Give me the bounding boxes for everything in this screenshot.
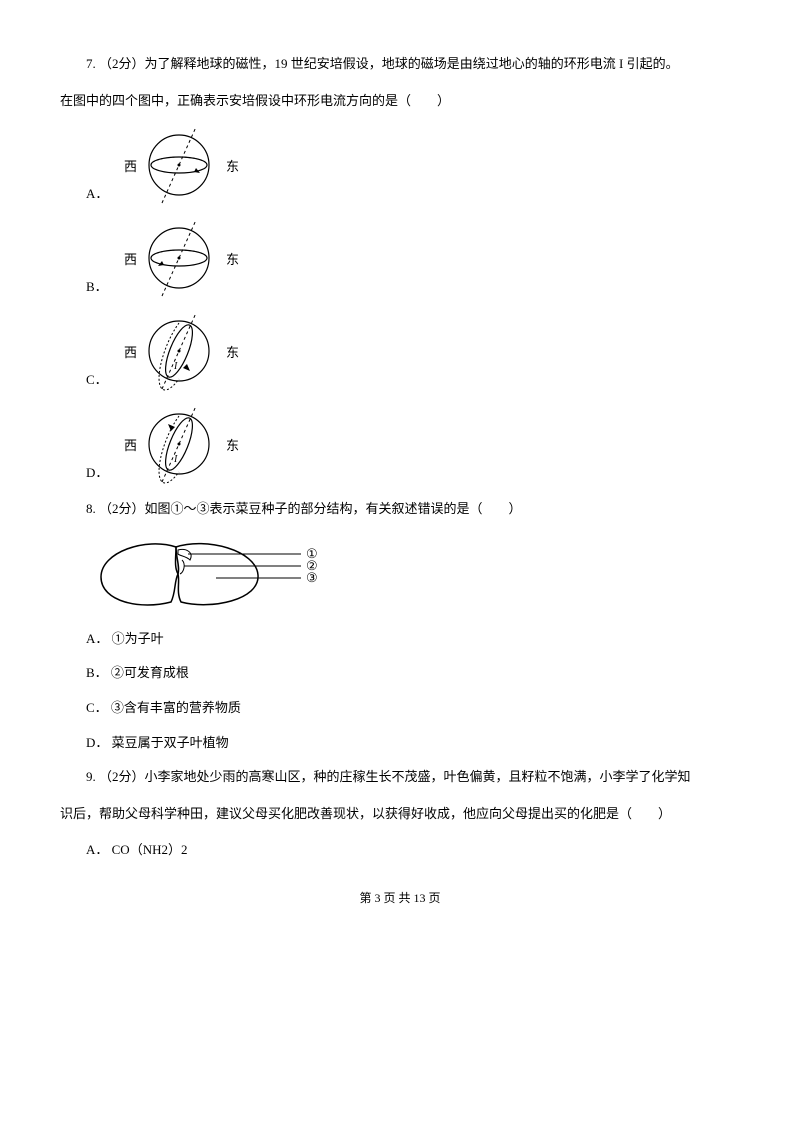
svg-text:西: 西 — [124, 252, 137, 267]
west-label: 西 — [124, 159, 137, 174]
option-letter: C． — [86, 366, 108, 395]
svg-text:西: 西 — [124, 438, 137, 453]
q8-option-b: B． ②可发育成根 — [86, 659, 740, 688]
label-3: ③ — [306, 570, 318, 585]
svg-text:东: 东 — [226, 438, 239, 453]
seed-diagram: ① ② ③ — [86, 532, 740, 617]
option-letter: B． — [86, 273, 108, 302]
arrow-icon — [168, 424, 175, 431]
q7-option-a: A． 西 东 — [86, 123, 740, 208]
q9-option-a: A． CO（NH2）2 — [86, 836, 740, 865]
svg-text:I: I — [173, 454, 178, 465]
q8-option-c: C． ③含有丰富的营养物质 — [86, 694, 740, 723]
option-letter: A． — [86, 180, 108, 209]
q9-line2: 识后，帮助父母科学种田，建议父母买化肥改善现状，以获得好收成，他应向父母提出买的… — [60, 800, 740, 829]
q7-option-c: C． 西 东 I — [86, 309, 740, 394]
page-footer: 第 3 页 共 13 页 — [60, 885, 740, 911]
q7-line2: 在图中的四个图中，正确表示安培假设中环形电流方向的是（ ） — [60, 87, 740, 116]
svg-text:I: I — [173, 361, 178, 372]
arrow-icon — [183, 364, 190, 371]
q8-option-a: A． ①为子叶 — [86, 625, 740, 654]
exam-page: 7. （2分）为了解释地球的磁性，19 世纪安培假设，地球的磁场是由绕过地心的轴… — [0, 0, 800, 931]
svg-text:东: 东 — [226, 345, 239, 360]
earth-diagram-a: 西 东 — [114, 123, 244, 208]
earth-diagram-c: 西 东 I — [114, 309, 244, 394]
q8-option-d: D． 菜豆属于双子叶植物 — [86, 729, 740, 758]
q9-line1: 9. （2分）小李家地处少雨的高寒山区，种的庄稼生长不茂盛，叶色偏黄，且籽粒不饱… — [60, 763, 740, 792]
q7-option-b: B． 西 东 — [86, 216, 740, 301]
option-letter: D． — [86, 459, 108, 488]
q8-text: 8. （2分）如图①～③表示菜豆种子的部分结构，有关叙述错误的是（ ） — [60, 495, 740, 524]
svg-text:西: 西 — [124, 345, 137, 360]
earth-diagram-d: 西 东 I — [114, 402, 244, 487]
svg-text:东: 东 — [226, 252, 239, 267]
q7-option-d: D． 西 东 I — [86, 402, 740, 487]
q7-line1: 7. （2分）为了解释地球的磁性，19 世纪安培假设，地球的磁场是由绕过地心的轴… — [60, 50, 740, 79]
earth-diagram-b: 西 东 — [114, 216, 244, 301]
east-label: 东 — [226, 159, 239, 174]
